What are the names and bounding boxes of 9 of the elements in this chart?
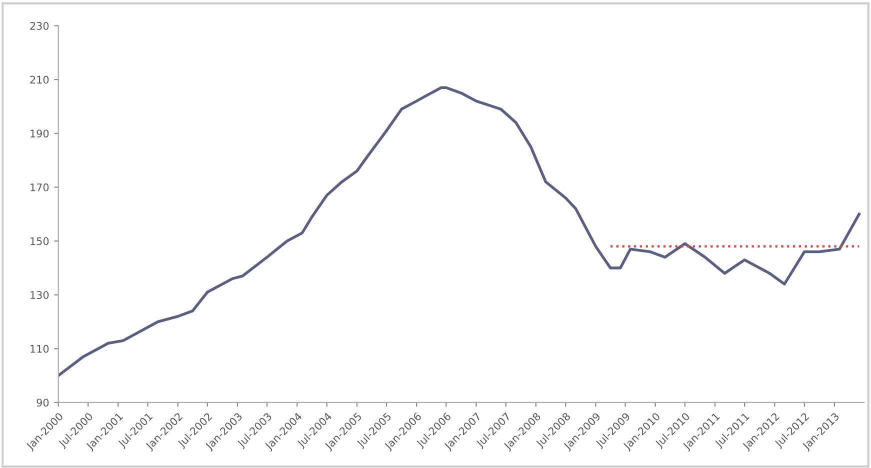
y-tick-label: 150 [30, 237, 49, 246]
y-tick-label: 170 [30, 183, 49, 192]
y-tick-label: 230 [30, 22, 49, 30]
y-tick-label: 130 [30, 291, 49, 299]
y-tick-label: 190 [30, 130, 49, 138]
y-tick-label: 210 [30, 76, 49, 84]
y-tick-label: 110 [30, 344, 49, 353]
y-tick-label: 90 [36, 398, 49, 407]
line-series [58, 86, 861, 377]
